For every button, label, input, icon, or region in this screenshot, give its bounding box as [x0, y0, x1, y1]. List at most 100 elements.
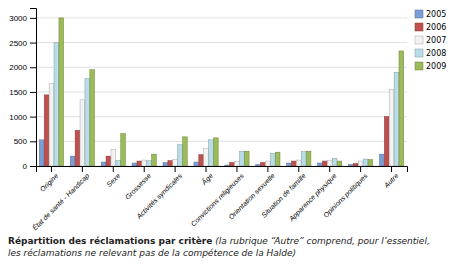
bar — [275, 152, 280, 166]
tick-label: Sexe — [105, 172, 121, 188]
tick-label: Activités syndicales — [135, 172, 185, 222]
y-axis: 050010001500200025003000 — [9, 9, 36, 172]
tick: 2500 — [9, 39, 36, 48]
tick: 3000 — [9, 14, 36, 23]
bar — [235, 162, 240, 166]
bar — [368, 160, 373, 166]
tick: Autre — [382, 166, 400, 190]
bar — [337, 161, 342, 166]
grid-line — [36, 67, 407, 68]
legend-item: 2007 — [415, 36, 446, 45]
legend-item: 2009 — [415, 62, 446, 71]
tick-label: Convictions religieuses — [189, 172, 246, 229]
bar — [173, 160, 178, 166]
bar — [270, 154, 275, 166]
tick: État de santé - Handicap — [30, 166, 91, 232]
tick-mark — [82, 166, 83, 172]
tick-label: Opinions politiques — [322, 172, 370, 220]
tick-mark — [30, 166, 36, 167]
legend: 2005 2006 2007 2008 2009 — [415, 10, 446, 71]
bar — [152, 154, 157, 166]
legend-swatch — [415, 36, 423, 44]
bar — [332, 159, 337, 166]
legend-item: 2008 — [415, 49, 446, 58]
tick: Sexe — [105, 166, 121, 188]
bar — [101, 162, 106, 166]
bar — [287, 163, 292, 166]
series — [44, 95, 389, 166]
bar — [178, 145, 183, 166]
bar — [384, 117, 389, 166]
bar — [230, 163, 235, 166]
bar — [358, 161, 363, 166]
grid-line — [36, 17, 407, 18]
bar — [183, 137, 188, 166]
bar — [75, 130, 80, 166]
tick-mark — [113, 166, 114, 172]
bar — [44, 95, 49, 166]
legend-swatch — [415, 62, 423, 70]
bar — [353, 164, 358, 166]
tick: 1000 — [9, 113, 36, 122]
tick-label: Âge — [199, 171, 215, 187]
bar — [80, 100, 85, 166]
bar — [59, 18, 64, 166]
title: Répartition des réclamations par critère — [8, 236, 212, 246]
bar — [111, 149, 116, 166]
bar — [306, 151, 311, 166]
bar — [240, 151, 245, 166]
tick-mark — [30, 141, 36, 142]
tick-mark — [236, 166, 237, 172]
tick-mark — [267, 166, 268, 172]
series — [59, 18, 404, 166]
tick: 0 — [23, 162, 36, 171]
bar — [85, 79, 90, 166]
bar — [132, 163, 137, 166]
bar — [137, 161, 142, 166]
bar — [318, 163, 323, 166]
bar — [399, 51, 404, 166]
tick-mark — [30, 18, 36, 19]
tick: 2000 — [9, 63, 36, 72]
tick-mark — [329, 166, 330, 172]
bar — [296, 160, 301, 166]
bar — [389, 89, 394, 166]
plot: 050010001500200025003000OrigineÉtat de s… — [9, 9, 407, 233]
bar — [49, 84, 54, 166]
tick-mark — [30, 92, 36, 93]
bar — [39, 140, 44, 166]
legend-label: 2008 — [426, 49, 446, 58]
x-axis: OrigineÉtat de santé - Handicap SexeGross… — [30, 166, 407, 232]
legend-item: 2005 — [415, 10, 446, 19]
bar — [90, 70, 95, 166]
axis-line — [37, 167, 408, 173]
chart: 050010001500200025003000OrigineÉtat de s… — [0, 0, 451, 234]
bar — [327, 161, 332, 166]
bar — [121, 133, 126, 166]
bar — [379, 154, 384, 166]
axis-line — [30, 9, 37, 167]
bar — [266, 161, 271, 166]
legend-swatch — [415, 49, 423, 57]
bar — [116, 161, 121, 166]
tick-mark — [30, 117, 36, 118]
legend-label: 2007 — [426, 36, 446, 45]
legend-swatch — [415, 23, 423, 31]
legend-label: 2006 — [426, 23, 446, 32]
tick-mark — [30, 67, 36, 68]
tick-mark — [175, 166, 176, 172]
tick-mark — [206, 166, 207, 172]
bar — [214, 138, 219, 166]
legend-label: 2009 — [426, 62, 446, 71]
caption: Répartition des réclamations par critère… — [8, 235, 444, 259]
tick-mark — [298, 166, 299, 172]
tick: Origine — [39, 166, 61, 194]
tick: Âge — [199, 166, 215, 187]
tick: Activités syndicales — [135, 166, 185, 221]
tick-label: 2000 — [9, 63, 27, 72]
bars — [39, 18, 403, 166]
bar — [163, 163, 168, 166]
tick-mark — [30, 43, 36, 44]
tick-label: Apparence physique — [287, 172, 339, 224]
tick-label: Grossesse — [124, 172, 153, 201]
